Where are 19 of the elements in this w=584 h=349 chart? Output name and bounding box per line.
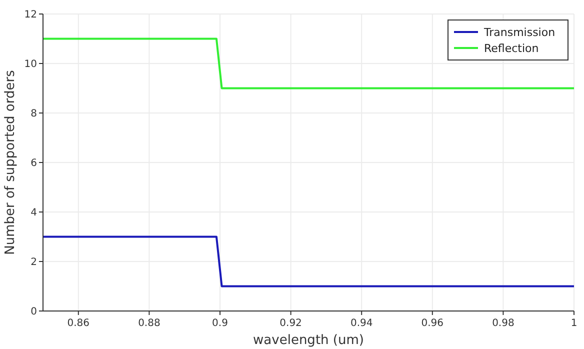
x-tick-label: 0.98 bbox=[492, 318, 514, 329]
y-tick-label: 10 bbox=[24, 59, 37, 70]
legend-label: Transmission bbox=[483, 26, 556, 39]
y-tick-label: 2 bbox=[30, 257, 37, 268]
y-tick-label: 4 bbox=[30, 208, 37, 218]
y-tick-label: 12 bbox=[24, 10, 37, 20]
x-tick-label: 0.96 bbox=[421, 318, 444, 329]
y-tick-label: 6 bbox=[30, 158, 37, 169]
x-tick-label: 1 bbox=[570, 318, 578, 329]
x-axis-title: wavelength (um) bbox=[253, 333, 364, 348]
x-tick-label: 0.9 bbox=[212, 318, 228, 329]
y-tick-label: 0 bbox=[30, 306, 37, 318]
x-tick-label: 0.88 bbox=[138, 318, 160, 329]
legend-label: Reflection bbox=[484, 42, 539, 55]
y-tick-label: 8 bbox=[30, 108, 37, 120]
x-tick-label: 0.86 bbox=[67, 318, 90, 329]
y-axis-title: Number of supported orders bbox=[3, 70, 18, 255]
x-tick-label: 0.92 bbox=[280, 318, 302, 329]
x-tick-label: 0.94 bbox=[350, 318, 373, 329]
